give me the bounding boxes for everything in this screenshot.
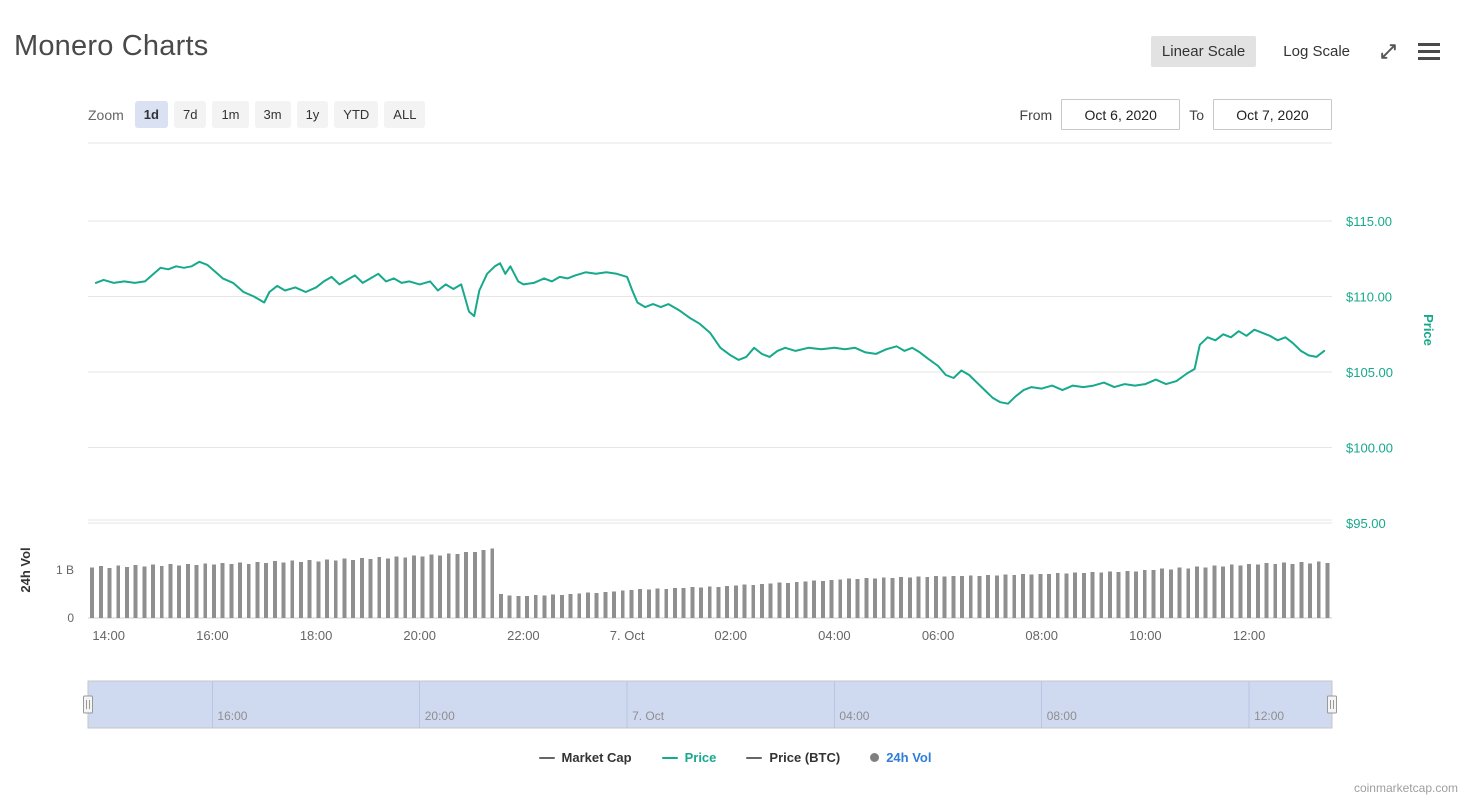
chart-canvas[interactable]: $95.00 $100.00 $105.00 $110.00 $115.00 Price 0… <box>0 140 1470 740</box>
price-axis-tick-label: $100.00 <box>1346 441 1393 456</box>
zoom-button-ytd[interactable]: YTD <box>334 101 379 128</box>
watermark: coinmarketcap.com <box>1353 781 1458 795</box>
scale-controls: Linear Scale Log Scale <box>1150 36 1442 67</box>
navigator-tick-label: 16:00 <box>217 709 247 723</box>
x-axis-tick-label: 18:00 <box>300 628 333 643</box>
legend-item-price[interactable]: Price <box>661 750 717 765</box>
navigator-tick-label: 20:00 <box>425 709 455 723</box>
zoom-controls: Zoom 1d 7d 1m 3m 1y YTD ALL <box>88 101 426 128</box>
x-axis-tick-label: 22:00 <box>507 628 540 643</box>
price-axis-tick-label: $95.00 <box>1346 516 1386 531</box>
navigator-handle-right[interactable] <box>1327 695 1337 714</box>
from-label: From <box>1019 106 1053 123</box>
expand-icon[interactable] <box>1377 40 1400 63</box>
date-range-controls: From To <box>1020 99 1332 130</box>
zoom-button-1y[interactable]: 1y <box>296 101 329 128</box>
zoom-button-7d[interactable]: 7d <box>173 101 207 128</box>
x-axis-tick-label: 04:00 <box>818 628 851 643</box>
legend-label: 24h Vol <box>886 750 932 765</box>
volume-axis-tick-label: 0 <box>67 611 74 625</box>
navigator-tick-label: 7. Oct <box>632 709 665 723</box>
navigator-handle-left[interactable] <box>83 695 93 714</box>
legend-item-24h-vol[interactable]: 24h Vol <box>870 750 931 765</box>
legend-item-price-btc[interactable]: Price (BTC) <box>746 750 840 765</box>
legend-line-marker <box>746 756 763 759</box>
linear-scale-button[interactable]: Linear Scale <box>1150 36 1257 67</box>
zoom-buttons: 1d 7d 1m 3m 1y YTD ALL <box>134 101 426 128</box>
legend-label: Price <box>684 750 717 765</box>
x-axis-tick-label: 12:00 <box>1233 628 1266 643</box>
menu-icon[interactable] <box>1416 41 1442 62</box>
zoom-label: Zoom <box>88 106 124 123</box>
x-axis-tick-label: 20:00 <box>403 628 436 643</box>
from-date-input[interactable] <box>1061 99 1181 130</box>
zoom-button-all[interactable]: ALL <box>384 101 426 128</box>
legend-label: Market Cap <box>561 750 632 765</box>
legend-label: Price (BTC) <box>769 750 841 765</box>
navigator-tick-label: 12:00 <box>1254 709 1284 723</box>
page-title: Monero Charts <box>14 30 209 62</box>
volume-axis-tick-label: 1 B <box>56 563 74 577</box>
volume-axis-title: 24h Vol <box>18 547 33 592</box>
price-axis-tick-label: $115.00 <box>1346 214 1392 229</box>
x-axis-tick-label: 14:00 <box>92 628 125 643</box>
x-axis-tick-label: 16:00 <box>196 628 229 643</box>
price-axis-tick-label: $105.00 <box>1346 365 1393 380</box>
x-axis-tick-label: 06:00 <box>922 628 955 643</box>
x-axis-tick-label: 08:00 <box>1025 628 1058 643</box>
zoom-button-1d[interactable]: 1d <box>134 101 168 128</box>
to-label: To <box>1189 106 1204 123</box>
zoom-button-1m[interactable]: 1m <box>212 101 249 128</box>
x-axis-tick-label: 7. Oct <box>610 628 645 643</box>
price-line[interactable] <box>94 260 1326 405</box>
navigator-tick-label: 08:00 <box>1047 709 1077 723</box>
legend-item-market-cap[interactable]: Market Cap <box>538 750 632 765</box>
price-axis-tick-label: $110.00 <box>1346 290 1392 305</box>
navigator-tick-label: 04:00 <box>839 709 869 723</box>
log-scale-button[interactable]: Log Scale <box>1272 36 1361 67</box>
legend-circle-marker <box>870 753 880 762</box>
zoom-button-3m[interactable]: 3m <box>254 101 291 128</box>
legend-line-marker <box>538 756 555 759</box>
price-axis-title: Price <box>1421 314 1436 346</box>
legend-line-marker <box>661 756 678 759</box>
x-axis-tick-label: 02:00 <box>714 628 747 643</box>
x-axis-tick-label: 10:00 <box>1129 628 1162 643</box>
navigator-track[interactable] <box>87 680 1333 729</box>
volume-bars[interactable] <box>90 548 1330 618</box>
chart-legend: Market Cap Price Price (BTC) 24h Vol <box>0 750 1470 765</box>
to-date-input[interactable] <box>1213 99 1332 130</box>
